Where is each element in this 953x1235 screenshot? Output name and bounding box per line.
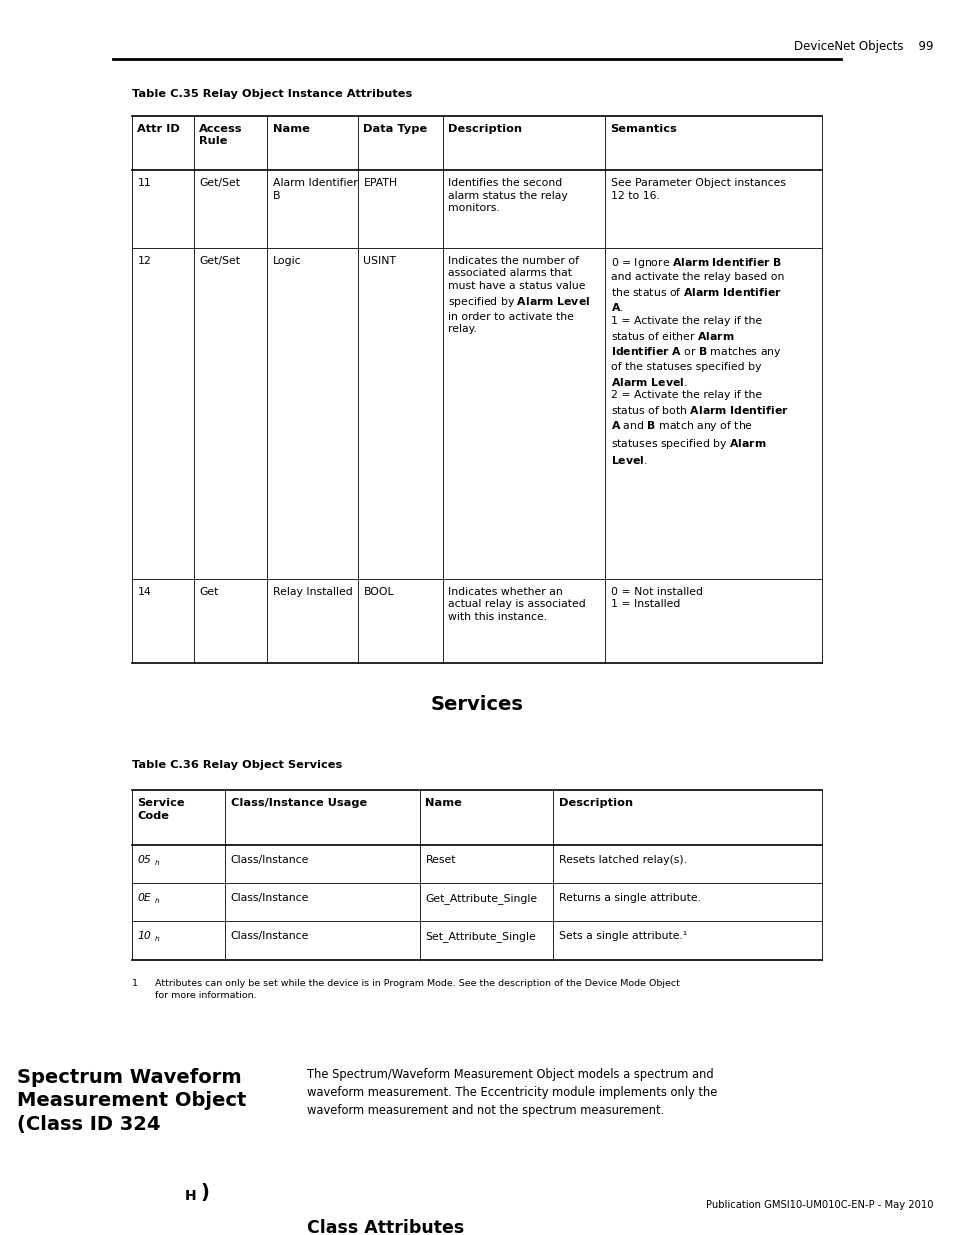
Text: Table C.35 Relay Object Instance Attributes: Table C.35 Relay Object Instance Attribu… xyxy=(132,89,412,99)
Text: 10: 10 xyxy=(137,931,151,941)
Text: Service
Code: Service Code xyxy=(137,798,185,820)
Text: Class/Instance: Class/Instance xyxy=(231,931,309,941)
Text: EPATH: EPATH xyxy=(363,178,397,188)
Text: The Spectrum/Waveform Measurement Object models a spectrum and
waveform measurem: The Spectrum/Waveform Measurement Object… xyxy=(307,1068,717,1118)
Text: 1: 1 xyxy=(132,979,137,988)
Text: Reset: Reset xyxy=(425,855,456,864)
Text: Data Type: Data Type xyxy=(363,124,427,133)
Text: Name: Name xyxy=(273,124,310,133)
Text: Get: Get xyxy=(199,587,218,597)
Text: 11: 11 xyxy=(137,178,151,188)
Text: BOOL: BOOL xyxy=(363,587,394,597)
Text: Access
Rule: Access Rule xyxy=(199,124,243,146)
Text: Description: Description xyxy=(558,798,633,808)
Text: Get_Attribute_Single: Get_Attribute_Single xyxy=(425,893,537,904)
Text: Relay Installed: Relay Installed xyxy=(273,587,353,597)
Text: Class/Instance: Class/Instance xyxy=(231,855,309,864)
Text: Attributes can only be set while the device is in Program Mode. See the descript: Attributes can only be set while the dev… xyxy=(143,979,679,1000)
Text: See Parameter Object instances
12 to 16.: See Parameter Object instances 12 to 16. xyxy=(610,178,784,200)
Text: Set_Attribute_Single: Set_Attribute_Single xyxy=(425,931,536,942)
Text: Description: Description xyxy=(448,124,522,133)
Text: Class/Instance Usage: Class/Instance Usage xyxy=(231,798,367,808)
Text: 14: 14 xyxy=(137,587,151,597)
Text: H: H xyxy=(185,1189,196,1203)
Text: Alarm Identifier
B: Alarm Identifier B xyxy=(273,178,357,200)
Text: 12: 12 xyxy=(137,256,151,266)
Text: Semantics: Semantics xyxy=(610,124,677,133)
Text: Identifies the second
alarm status the relay
monitors.: Identifies the second alarm status the r… xyxy=(448,178,568,214)
Text: Sets a single attribute.¹: Sets a single attribute.¹ xyxy=(558,931,686,941)
Text: h: h xyxy=(154,936,159,942)
Text: h: h xyxy=(154,898,159,904)
Text: Get/Set: Get/Set xyxy=(199,256,240,266)
Text: Get/Set: Get/Set xyxy=(199,178,240,188)
Text: 0E: 0E xyxy=(137,893,151,903)
Text: USINT: USINT xyxy=(363,256,396,266)
Text: Class Attributes: Class Attributes xyxy=(307,1219,464,1235)
Text: 0 = Not installed
1 = Installed: 0 = Not installed 1 = Installed xyxy=(610,587,701,609)
Text: ): ) xyxy=(200,1183,209,1202)
Text: Publication GMSI10-UM010C-EN-P - May 2010: Publication GMSI10-UM010C-EN-P - May 201… xyxy=(705,1200,932,1210)
Text: Attr ID: Attr ID xyxy=(137,124,180,133)
Text: Returns a single attribute.: Returns a single attribute. xyxy=(558,893,700,903)
Text: h: h xyxy=(154,860,159,866)
Text: DeviceNet Objects    99: DeviceNet Objects 99 xyxy=(793,40,932,53)
Text: Resets latched relay(s).: Resets latched relay(s). xyxy=(558,855,686,864)
Text: Indicates whether an
actual relay is associated
with this instance.: Indicates whether an actual relay is ass… xyxy=(448,587,585,622)
Text: 0 = Ignore $\bf{Alarm\ Identifier\ B}$
and activate the relay based on
the statu: 0 = Ignore $\bf{Alarm\ Identifier\ B}$ a… xyxy=(610,256,787,467)
Text: Class/Instance: Class/Instance xyxy=(231,893,309,903)
Text: Logic: Logic xyxy=(273,256,301,266)
Text: Services: Services xyxy=(430,695,523,714)
Text: 05: 05 xyxy=(137,855,151,864)
Text: Indicates the number of
associated alarms that
must have a status value
specifie: Indicates the number of associated alarm… xyxy=(448,256,590,335)
Text: Table C.36 Relay Object Services: Table C.36 Relay Object Services xyxy=(132,760,341,769)
Text: Name: Name xyxy=(425,798,462,808)
Text: Spectrum Waveform
Measurement Object
(Class ID 324: Spectrum Waveform Measurement Object (Cl… xyxy=(17,1068,246,1134)
